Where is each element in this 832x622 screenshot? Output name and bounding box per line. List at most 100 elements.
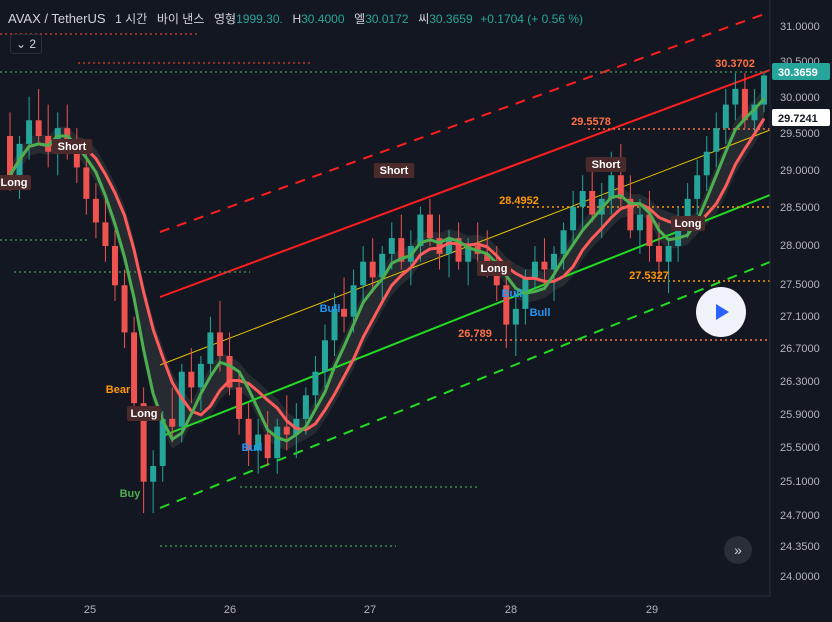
candle-body: [379, 253, 386, 278]
symbol-header: AVAX / TetherUS 1 시간 바이 낸스 영형1999.30. H3…: [8, 10, 583, 27]
change-value: +0.1704 (+ 0.56 %): [480, 12, 584, 26]
signal-label: Long: [675, 218, 702, 230]
signal-badge: [585, 157, 627, 172]
candle-body: [26, 120, 33, 144]
price-tick-label: 28.0000: [780, 240, 820, 252]
price-tick-label: 24.3500: [780, 541, 820, 553]
signal-label: Long: [481, 263, 508, 275]
candle-body: [388, 238, 395, 254]
candle-body: [465, 246, 472, 262]
signal-badge: [0, 175, 31, 190]
price-tick-label: 28.5000: [780, 202, 820, 214]
price-tick-label: 24.7000: [780, 510, 820, 522]
indicator-toggle-button[interactable]: ⌄ 2: [10, 34, 42, 54]
time-tick-label: 27: [364, 604, 376, 616]
candle-body: [121, 285, 128, 333]
open-label: 영형: [214, 12, 237, 26]
candle-body: [293, 418, 300, 435]
price-axis-panel: [770, 0, 832, 622]
candle-body: [207, 332, 214, 364]
level-label: 27.5327: [629, 270, 669, 282]
candle-body: [646, 214, 653, 246]
candle-body: [741, 88, 748, 121]
double-chevron-right-icon: »: [734, 542, 742, 558]
candle-body: [245, 418, 252, 451]
candle-body: [732, 88, 739, 105]
candle-body: [131, 332, 138, 404]
candle-body: [761, 75, 767, 105]
candle-body: [636, 214, 643, 231]
candle-body: [216, 332, 223, 356]
signal-label: Short: [592, 159, 621, 171]
price-tick-label: 25.5000: [780, 442, 820, 454]
candle-body: [360, 261, 367, 286]
candle-body: [7, 136, 13, 176]
candle-body: [560, 230, 567, 254]
candle-body: [656, 246, 663, 262]
candle-body: [321, 340, 328, 372]
price-tick-label: 29.0000: [780, 165, 820, 177]
candle-body: [159, 418, 166, 466]
signal-label: Long: [1, 177, 28, 189]
candle-body: [455, 238, 462, 262]
candle-body: [331, 308, 338, 341]
ma-green-line: [8, 97, 766, 443]
candle-body: [150, 466, 157, 482]
candle-body: [436, 238, 443, 254]
candle-body: [722, 104, 729, 129]
level-label: 30.3702: [715, 58, 755, 70]
candle-body: [35, 120, 42, 136]
candle-body: [446, 238, 453, 254]
channel-lower-dashed-line: [159, 261, 771, 509]
candle-body: [570, 206, 577, 231]
secondary-price-tag: [772, 109, 830, 126]
candle-body: [188, 371, 195, 388]
channel-upper-dashed-line: [159, 11, 771, 233]
candle-body: [551, 253, 558, 270]
candle-body: [102, 222, 109, 246]
signal-badge: [477, 261, 511, 276]
exchange-label: 바이 낸스: [156, 12, 205, 26]
signal-label: Bull: [320, 303, 341, 315]
open-value: 1999.30.: [236, 12, 283, 26]
level-label: 28.4952: [499, 195, 539, 207]
signal-badge: [373, 163, 415, 178]
symbol-name[interactable]: AVAX / TetherUS: [8, 11, 106, 26]
signal-badge: [127, 406, 161, 421]
scroll-to-realtime-button[interactable]: »: [724, 536, 752, 564]
candle-body: [512, 308, 519, 325]
signal-label: Buy: [120, 488, 142, 500]
price-tick-label: 27.1000: [780, 311, 820, 323]
candle-body: [417, 214, 424, 246]
time-tick-label: 29: [646, 604, 658, 616]
channel-upper-line: [159, 69, 771, 298]
candle-body: [503, 285, 510, 325]
signal-badge: [671, 216, 705, 231]
candle-body: [589, 191, 596, 215]
candle-body: [713, 128, 720, 152]
price-tick-label: 27.5000: [780, 279, 820, 291]
time-tick-label: 28: [505, 604, 517, 616]
candle-body: [751, 104, 758, 121]
price-tick-label: 30.0000: [780, 92, 820, 104]
high-value: 30.4000: [301, 12, 345, 26]
play-icon: [716, 304, 729, 320]
level-label: 29.5578: [571, 116, 611, 128]
interval-label[interactable]: 1 시간: [115, 12, 148, 26]
candle-body: [274, 426, 281, 459]
high-label: H: [292, 12, 302, 26]
play-button[interactable]: [696, 287, 746, 337]
candle-body: [665, 246, 672, 262]
signal-label: Short: [58, 141, 87, 153]
signal-label: Bear: [106, 384, 131, 396]
low-value: 30.0172: [365, 12, 409, 26]
candle-body: [369, 261, 376, 278]
price-tick-label: 26.7000: [780, 343, 820, 355]
candle-body: [169, 418, 176, 427]
candle-body: [341, 308, 348, 317]
price-tick-label: 26.3000: [780, 376, 820, 388]
price-tick-label: 24.0000: [780, 571, 820, 583]
candle-body: [312, 371, 319, 396]
